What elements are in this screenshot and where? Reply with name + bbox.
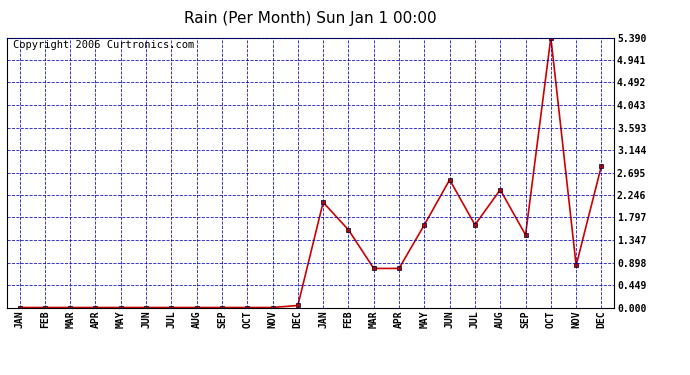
Text: Copyright 2006 Curtronics.com: Copyright 2006 Curtronics.com: [13, 40, 194, 50]
Text: Rain (Per Month) Sun Jan 1 00:00: Rain (Per Month) Sun Jan 1 00:00: [184, 11, 437, 26]
